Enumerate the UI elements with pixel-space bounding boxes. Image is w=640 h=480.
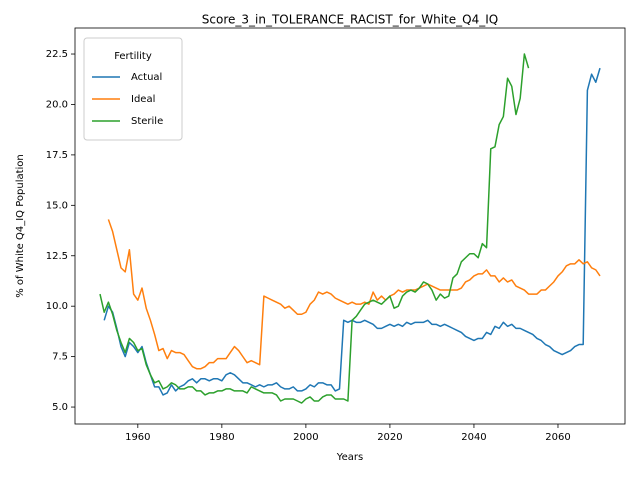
series-line [99,53,530,404]
legend-label: Sterile [131,116,163,127]
x-tick-label: 2000 [293,432,318,443]
x-axis-label: Years [336,452,363,463]
legend-label: Ideal [131,94,155,105]
y-tick-label: 12.5 [46,251,68,262]
y-tick-label: 7.5 [52,352,68,363]
y-tick-label: 15.0 [46,200,68,211]
plot-frame [74,27,626,425]
y-tick-label: 10.0 [46,301,68,312]
y-tick-label: 17.5 [46,150,68,161]
legend-box [83,37,183,141]
x-tick-label: 2020 [377,432,402,443]
y-axis-label: % of White Q4_IQ Population [15,154,26,298]
legend-title: Fertility [114,51,152,62]
y-tick-label: 22.5 [46,49,68,60]
y-tick-label: 5.0 [52,402,68,413]
legend-label: Actual [131,72,162,83]
series-line [107,219,601,370]
y-tick-label: 20.0 [46,99,68,110]
x-tick-label: 2060 [545,432,570,443]
chart-title: Score_3_in_TOLERANCE_RACIST_for_White_Q4… [202,13,498,27]
x-tick-label: 1980 [209,432,234,443]
x-tick-label: 1960 [125,432,150,443]
x-tick-label: 2040 [461,432,486,443]
